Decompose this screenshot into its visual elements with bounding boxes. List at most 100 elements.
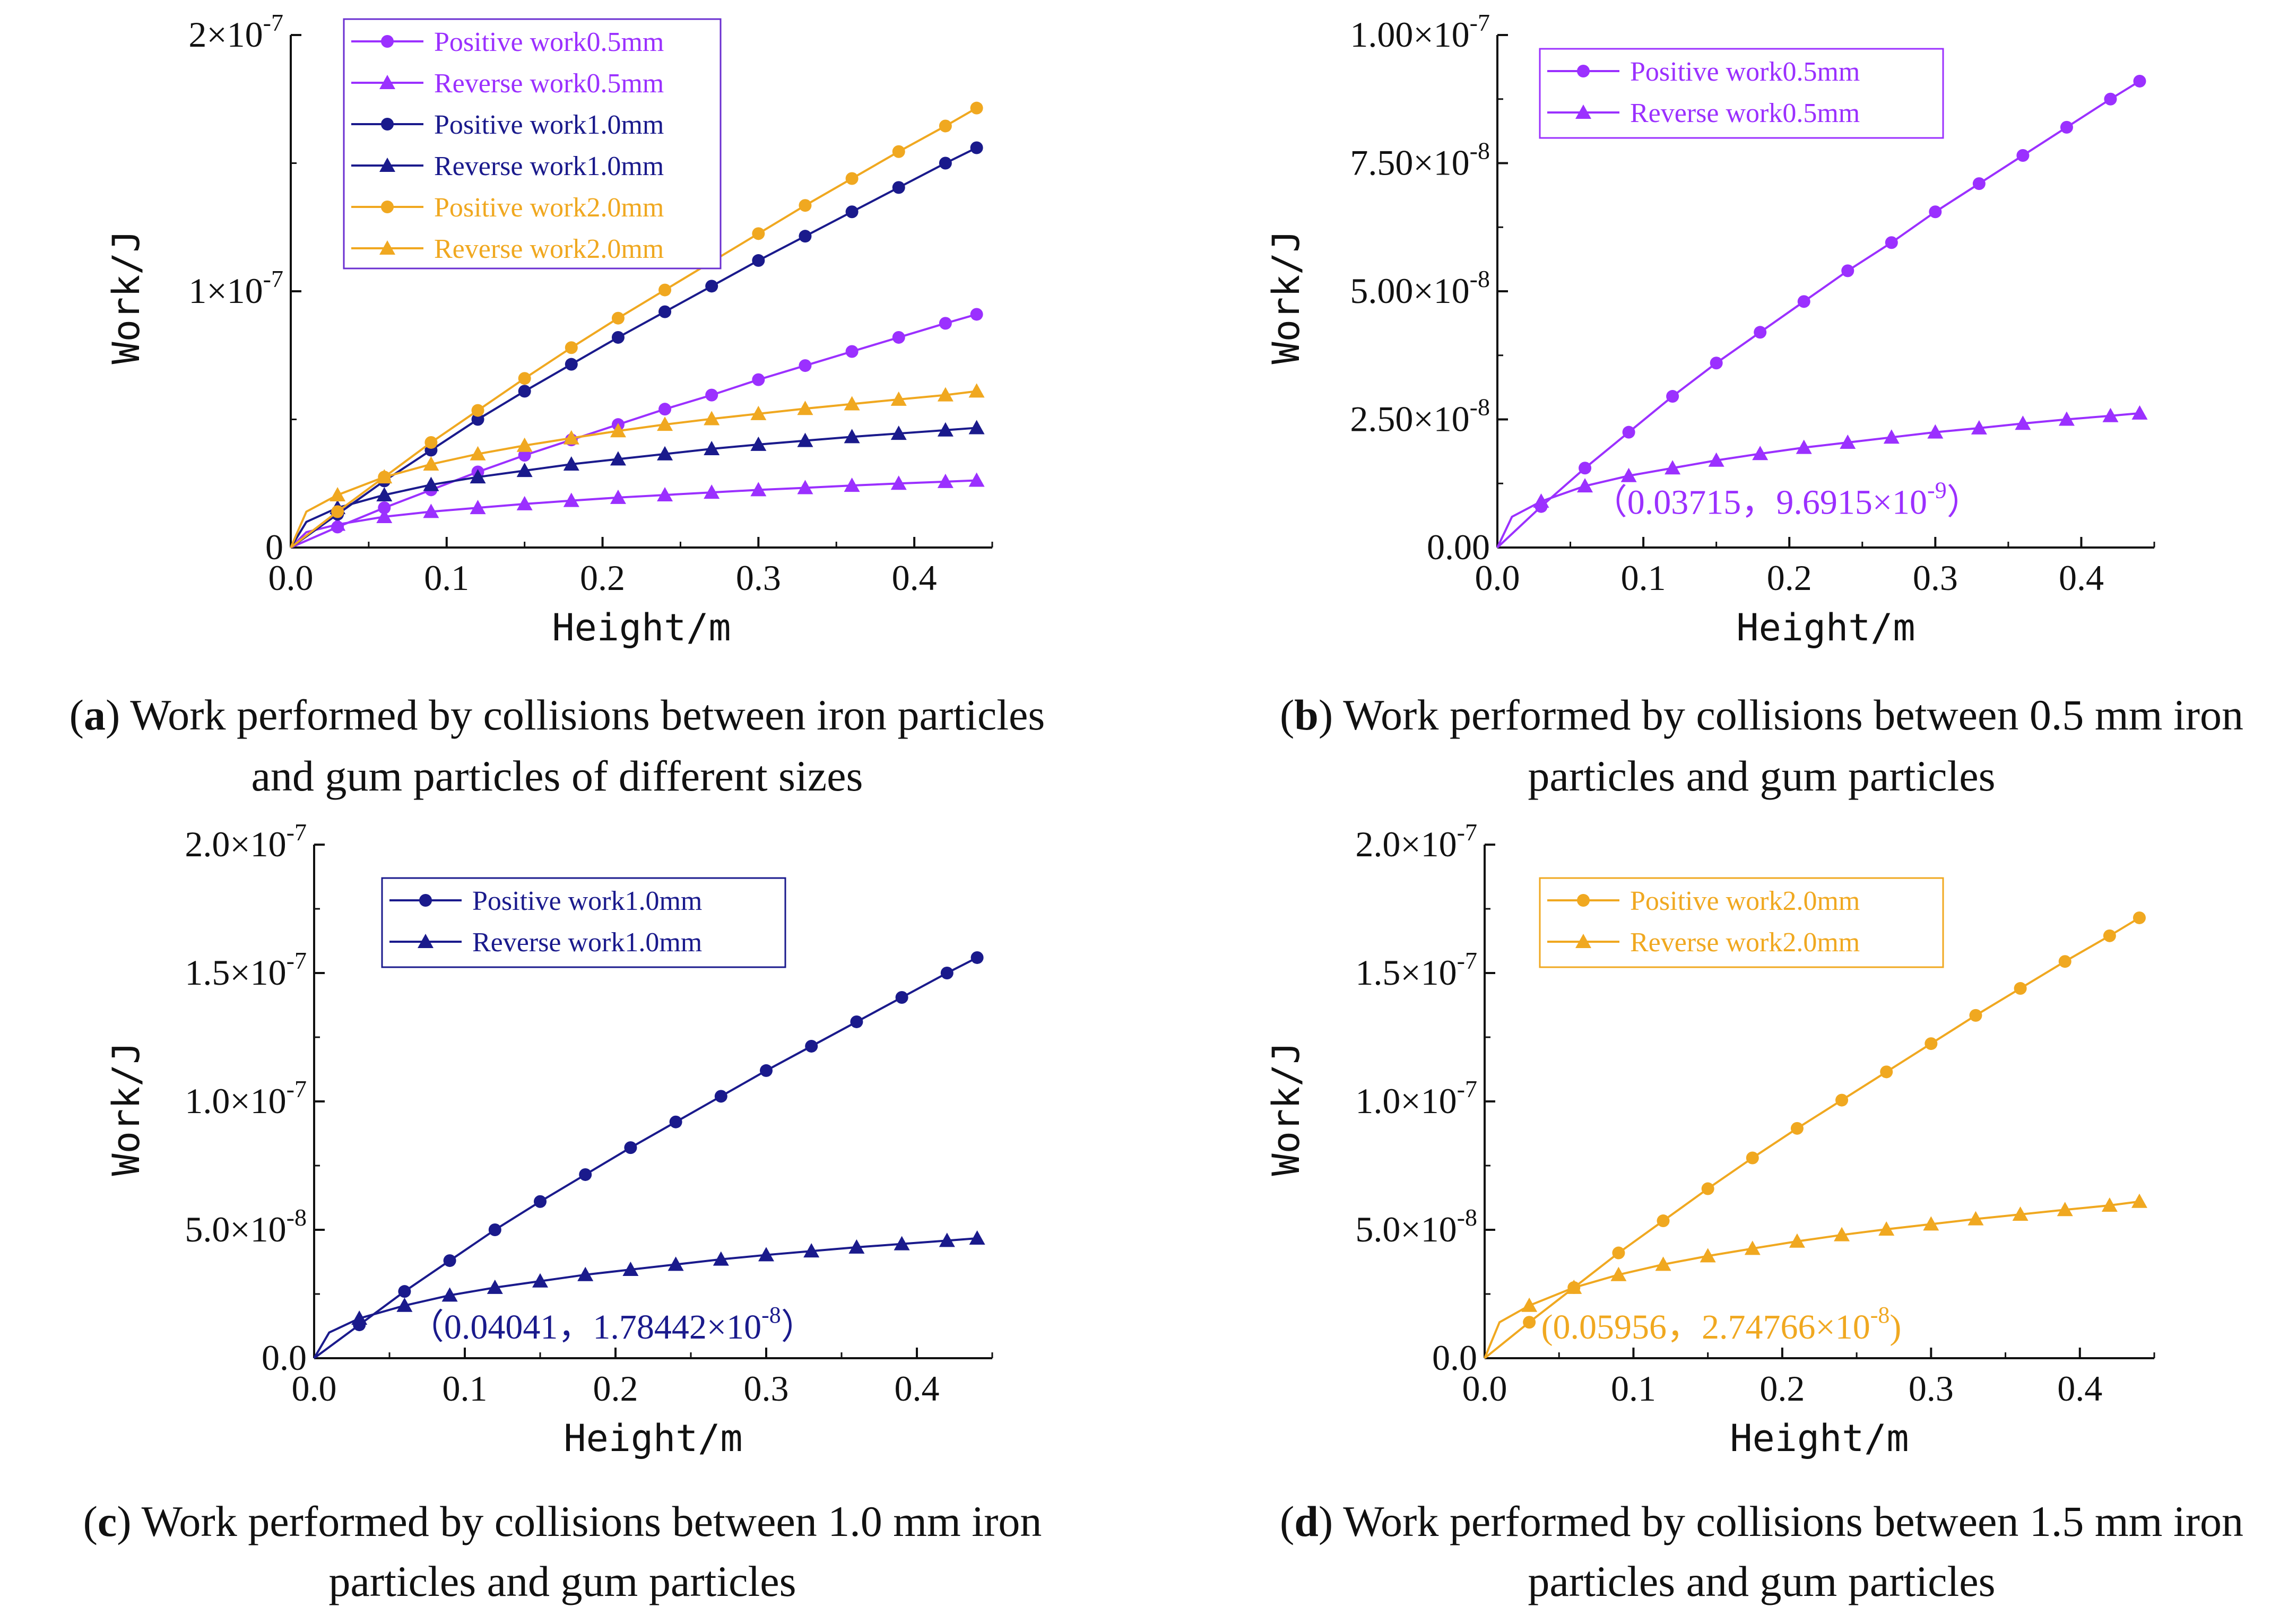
data-point [376,487,393,501]
caption-line-1: (b) Work performed by collisions between… [1280,691,2243,739]
y-tick-label: 2×10-7 [188,9,283,55]
legend-label: Reverse work0.5mm [1630,98,1860,128]
x-tick-label: 0.1 [443,1368,488,1409]
series-reverse-work1-0mm [313,1230,985,1359]
data-point [2103,929,2116,942]
data-point [610,451,626,466]
series-reverse-work0-5mm [290,472,985,549]
data-point [563,456,579,471]
data-point [750,405,767,420]
data-point [1744,1240,1761,1255]
x-tick-label: 0.1 [1621,558,1666,598]
data-point [845,205,859,219]
legend: Positive work2.0mm Reverse work2.0mm [1539,877,1944,968]
series-line [290,146,977,549]
caption-line-2: particles and gum particles [1528,752,1995,800]
x-axis-label: Height/m [1730,1417,1909,1460]
data-point [1834,1227,1850,1241]
y-tick-label: 1.5×10-7 [185,947,307,993]
data-point [1796,439,1812,454]
data-point [797,401,813,415]
series-positive-work2-0mm [290,101,983,549]
x-tick-label: 0.0 [292,1368,337,1409]
legend-swatch-marker [379,240,395,255]
x-tick-label: 0.0 [268,558,314,598]
data-point [657,487,673,501]
series-line [290,107,977,549]
data-point [799,199,812,212]
data-point [1789,1233,1805,1248]
intersection-annotation: (0.05956，2.74766×10-8) [1541,1302,1902,1347]
data-point [532,1273,548,1288]
y-tick-label: 0 [265,527,283,567]
y-axis-label: Work/J [1264,1042,1308,1176]
data-point [704,411,720,425]
y-tick-label: 0.0 [262,1338,307,1378]
data-point [1708,452,1724,467]
data-point [658,283,672,297]
data-point [1840,434,1856,449]
series-line [290,313,977,549]
data-point [844,396,860,411]
legend-swatch-marker [1575,934,1591,948]
data-point [658,305,672,318]
x-tick-label: 0.4 [2059,558,2104,598]
data-point [1878,1221,1895,1236]
legend: Positive work1.0mm Reverse work1.0mm [381,877,786,968]
series-line [313,957,978,1359]
data-point [330,487,346,501]
data-point [1665,460,1681,475]
data-point [970,951,984,964]
series-line [290,427,977,549]
data-point [1620,467,1637,482]
y-tick-label: 1.00×10-7 [1350,9,1490,55]
x-tick-label: 0.1 [1611,1368,1656,1409]
data-point [443,1254,456,1267]
data-point [351,1310,368,1325]
legend-label: Reverse work2.0mm [1630,927,1860,958]
caption-line-2: and gum particles of different sizes [252,752,863,800]
data-point [1657,1214,1670,1228]
data-point [423,476,439,491]
data-point [2133,911,2146,924]
data-point [1835,1093,1849,1107]
y-tick-label: 5.00×10-8 [1350,265,1490,311]
data-point [705,280,718,293]
data-point [2131,1193,2147,1208]
y-tick-label: 2.0×10-7 [185,819,307,864]
x-tick-label: 0.3 [1909,1368,1954,1409]
data-point [895,991,908,1004]
data-point [1883,429,1900,444]
legend-label: Reverse work1.0mm [472,927,702,958]
legend-label: Reverse work0.5mm [434,68,664,99]
data-point [2015,415,2031,430]
legend-label: Positive work1.0mm [472,886,702,916]
data-point [518,385,531,398]
data-point [610,423,626,438]
data-point [376,469,393,484]
series-reverse-work2-0mm [290,383,985,548]
data-point [516,496,533,510]
data-point [1880,1065,1893,1079]
legend-label: Positive work0.5mm [1630,57,1860,87]
data-point [2133,74,2146,88]
data-point [752,254,765,267]
legend-label: Positive work1.0mm [434,110,664,140]
data-point [937,387,954,402]
caption-line-1: (a) Work performed by collisions between… [70,691,1045,739]
data-point [669,1115,682,1128]
caption-line-2: particles and gum particles [1528,1557,1995,1605]
data-point [516,437,533,452]
data-point [848,1239,865,1254]
data-point [488,1223,501,1236]
data-point [1666,390,1679,403]
data-point [969,1230,985,1245]
data-point [705,388,718,402]
panel-c: 0.0 0.1 0.2 0.3 0.4 0.0 5.0×10-8 1.0×10-7 1.5×10… [83,819,1042,1605]
legend-swatch-marker [381,118,394,131]
data-point [1610,1266,1627,1281]
data-point [968,383,985,398]
data-point [1710,357,1723,370]
x-tick-label: 0.3 [736,558,781,598]
data-point [937,473,954,488]
